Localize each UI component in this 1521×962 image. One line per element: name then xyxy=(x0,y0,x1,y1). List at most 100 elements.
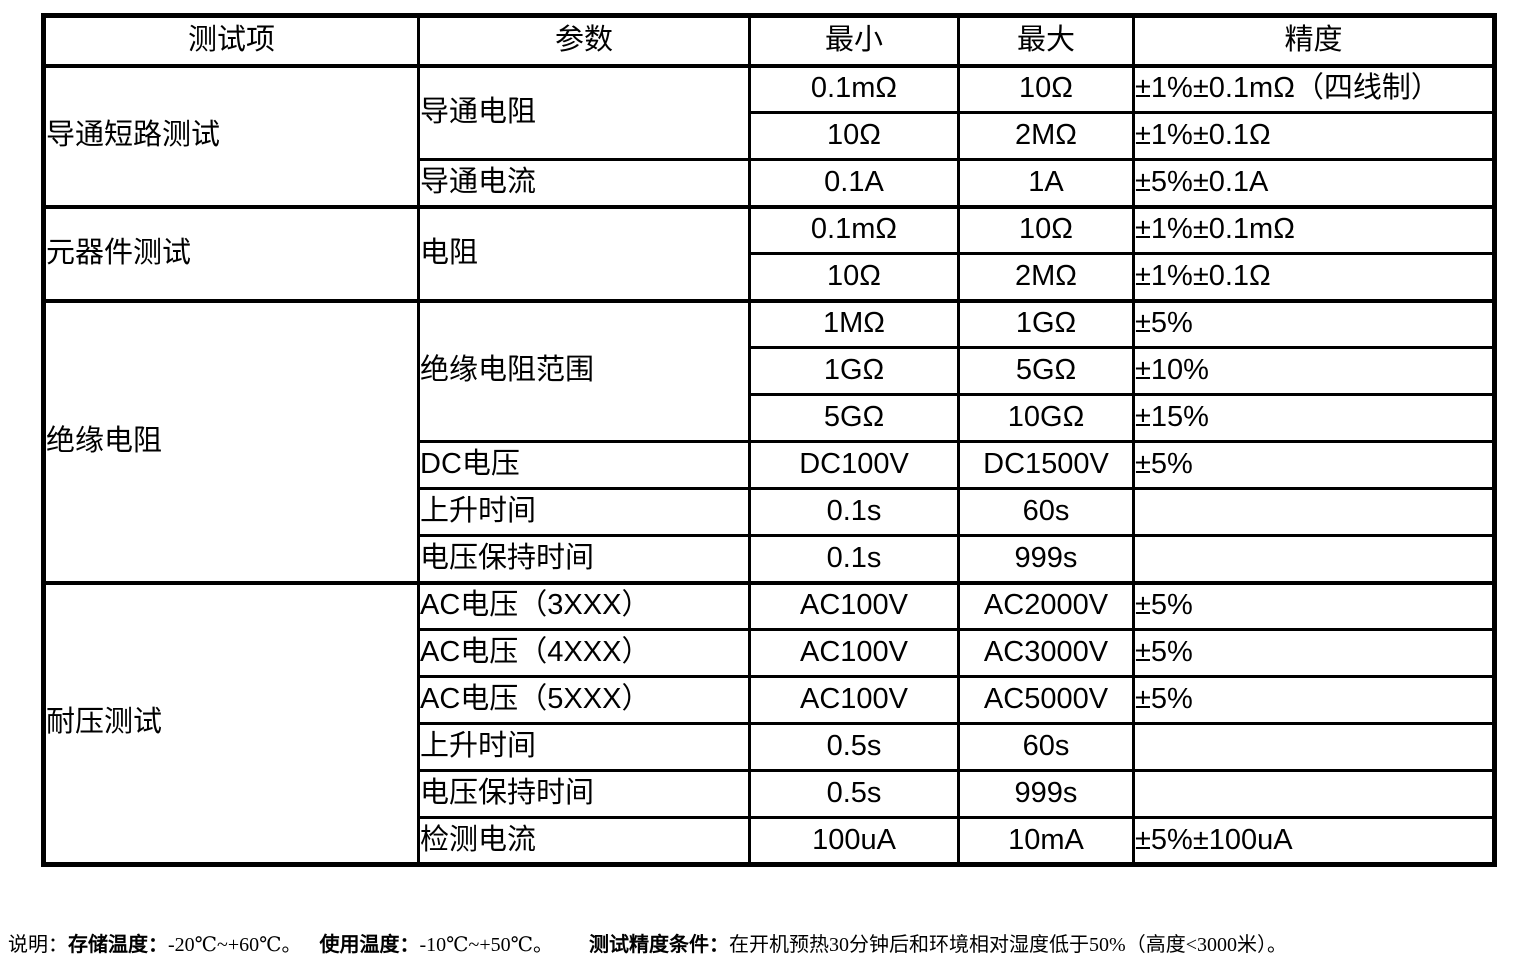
cell-max: 60s xyxy=(957,487,1135,537)
cell-accuracy: ±10% xyxy=(1132,346,1496,396)
cell-min: 0.1s xyxy=(748,487,960,537)
cell-test-item: 导通短路测试 xyxy=(42,63,420,208)
cell-min: 5GΩ xyxy=(748,393,960,443)
cell-min: AC100V xyxy=(748,580,960,631)
cell-parameter: DC电压 xyxy=(417,440,751,490)
cell-max: 10Ω xyxy=(957,204,1135,255)
footnote-prefix: 说明： xyxy=(8,934,68,956)
cell-max: 10GΩ xyxy=(957,393,1135,443)
footnote-value-storage-temp: -20℃~+60℃。 xyxy=(168,934,302,956)
cell-max: 999s xyxy=(957,769,1135,819)
cell-test-item: 绝缘电阻 xyxy=(42,298,420,584)
table-row: 导通短路测试 导通电阻 0.1mΩ 10Ω ±1%±0.1mΩ（四线制） xyxy=(42,63,1496,208)
header-min: 最小 xyxy=(748,14,960,68)
cell-parameter: 导通电流 xyxy=(417,158,751,208)
cell-min: 0.1s xyxy=(748,534,960,584)
table-row: AC电压（4XXX） AC100V AC3000V ±5% xyxy=(44,628,1496,678)
table-row: 5GΩ 10GΩ ±15% xyxy=(44,393,1496,443)
cell-min: 100uA xyxy=(748,816,960,866)
cell-min: 10Ω xyxy=(748,111,960,161)
cell-max: 1GΩ xyxy=(957,298,1135,349)
cell-min: 1MΩ xyxy=(748,298,960,349)
table-row: 电压保持时间 0.5s 999s xyxy=(44,769,1496,819)
cell-max: AC2000V xyxy=(957,580,1135,631)
cell-min: 0.1mΩ xyxy=(748,204,960,255)
table-row: 电压保持时间 0.1s 999s xyxy=(44,534,1496,584)
cell-accuracy: ±5% xyxy=(1132,298,1496,349)
cell-parameter: 绝缘电阻范围 xyxy=(417,298,751,443)
cell-accuracy: ±5%±100uA xyxy=(1132,816,1496,866)
table-row: DC电压 DC100V DC1500V ±5% xyxy=(44,440,1496,490)
cell-accuracy: ±1%±0.1Ω xyxy=(1132,252,1496,302)
footnote-label-accuracy-condition: 测试精度条件： xyxy=(589,934,730,956)
header-accuracy: 精度 xyxy=(1132,14,1496,68)
footnote-value-operating-temp: -10℃~+50℃。 xyxy=(419,934,554,956)
footnote: 说明：存储温度：-20℃~+60℃。 使用温度：-10℃~+50℃。 测试精度条件：… xyxy=(8,928,1518,957)
spec-table: 测试项 参数 最小 最大 精度 导通短路测试 导通电阻 0.1mΩ 10Ω ±1… xyxy=(41,13,1497,867)
footnote-label-storage-temp: 存储温度： xyxy=(68,934,168,956)
cell-min: 1GΩ xyxy=(748,346,960,396)
cell-parameter: 电压保持时间 xyxy=(417,769,751,819)
cell-max: 5GΩ xyxy=(957,346,1135,396)
cell-accuracy: ±5% xyxy=(1132,580,1496,631)
cell-min: DC100V xyxy=(748,440,960,490)
cell-min: 0.5s xyxy=(748,769,960,819)
cell-parameter: AC电压（3XXX） xyxy=(417,580,751,631)
cell-parameter: AC电压（4XXX） xyxy=(417,628,751,678)
cell-accuracy xyxy=(1132,769,1496,819)
cell-accuracy: ±5% xyxy=(1132,628,1496,678)
table-row: 10Ω 2MΩ ±1%±0.1Ω xyxy=(44,111,1496,161)
footnote-label-operating-temp: 使用温度： xyxy=(319,934,420,956)
cell-test-item: 耐压测试 xyxy=(42,580,420,866)
cell-min: 0.5s xyxy=(748,722,960,772)
cell-max: 999s xyxy=(957,534,1135,584)
table-row: 上升时间 0.1s 60s xyxy=(44,487,1496,537)
cell-accuracy xyxy=(1132,722,1496,772)
cell-max: AC5000V xyxy=(957,675,1135,725)
cell-min: 0.1A xyxy=(748,158,960,208)
cell-parameter: 导通电阻 xyxy=(417,63,751,161)
header-parameter: 参数 xyxy=(417,14,751,68)
header-test-item: 测试项 xyxy=(42,14,420,68)
cell-max: 10mA xyxy=(957,816,1135,866)
cell-max: 2MΩ xyxy=(957,252,1135,302)
cell-min: AC100V xyxy=(748,628,960,678)
cell-accuracy xyxy=(1132,534,1496,584)
cell-max: 1A xyxy=(957,158,1135,208)
footnote-value-accuracy-condition: 在开机预热30分钟后和环境相对湿度低于50%（高度<3000米）。 xyxy=(729,934,1287,956)
cell-accuracy: ±1%±0.1Ω xyxy=(1132,111,1496,161)
table-row: 1GΩ 5GΩ ±10% xyxy=(44,346,1496,396)
cell-test-item: 元器件测试 xyxy=(42,204,420,302)
table-row: 耐压测试 AC电压（3XXX） AC100V AC2000V ±5% xyxy=(42,580,1496,866)
table-header-row: 测试项 参数 最小 最大 精度 xyxy=(42,14,1496,68)
cell-parameter: 上升时间 xyxy=(417,722,751,772)
table-row: 10Ω 2MΩ ±1%±0.1Ω xyxy=(44,252,1496,302)
cell-parameter: 电压保持时间 xyxy=(417,534,751,584)
table-row: 绝缘电阻 绝缘电阻范围 1MΩ 1GΩ ±5% xyxy=(42,298,1496,584)
cell-parameter: 上升时间 xyxy=(417,487,751,537)
cell-accuracy xyxy=(1132,487,1496,537)
cell-min: AC100V xyxy=(748,675,960,725)
cell-max: 2MΩ xyxy=(957,111,1135,161)
cell-accuracy: ±5% xyxy=(1132,675,1496,725)
cell-accuracy: ±5%±0.1A xyxy=(1132,158,1496,208)
cell-accuracy: ±5% xyxy=(1132,440,1496,490)
table-row: 上升时间 0.5s 60s xyxy=(44,722,1496,772)
cell-parameter: AC电压（5XXX） xyxy=(417,675,751,725)
cell-max: AC3000V xyxy=(957,628,1135,678)
cell-parameter: 检测电流 xyxy=(417,816,751,866)
header-max: 最大 xyxy=(957,14,1135,68)
cell-max: 60s xyxy=(957,722,1135,772)
table-row: AC电压（5XXX） AC100V AC5000V ±5% xyxy=(44,675,1496,725)
cell-accuracy: ±1%±0.1mΩ（四线制） xyxy=(1132,63,1496,114)
table-row: 导通电流 0.1A 1A ±5%±0.1A xyxy=(44,158,1496,208)
cell-parameter: 电阻 xyxy=(417,204,751,302)
table-row: 元器件测试 电阻 0.1mΩ 10Ω ±1%±0.1mΩ xyxy=(42,204,1496,302)
cell-min: 10Ω xyxy=(748,252,960,302)
cell-min: 0.1mΩ xyxy=(748,63,960,114)
cell-accuracy: ±15% xyxy=(1132,393,1496,443)
cell-max: DC1500V xyxy=(957,440,1135,490)
cell-max: 10Ω xyxy=(957,63,1135,114)
table-row: 检测电流 100uA 10mA ±5%±100uA xyxy=(44,816,1496,866)
